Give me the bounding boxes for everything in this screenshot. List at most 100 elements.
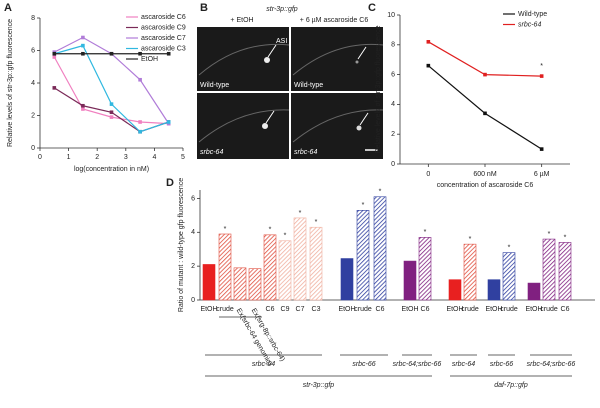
y-tick-label: 2 xyxy=(31,112,35,119)
bar xyxy=(487,279,501,301)
x-tick-label: 6 µM xyxy=(534,171,550,178)
x-tick-label: EtOH xyxy=(338,306,355,313)
bar xyxy=(558,242,572,301)
x-tick-label: EtOH xyxy=(485,306,502,313)
x-tick-label: C7 xyxy=(296,306,305,313)
significance: * xyxy=(469,236,472,243)
y-tick-label: 4 xyxy=(31,80,35,87)
y-tick-label: 8 xyxy=(31,15,35,22)
x-tick-label: 5 xyxy=(181,154,185,161)
data-point xyxy=(138,129,142,134)
row-label: Wild-type xyxy=(294,82,323,89)
arrow xyxy=(265,44,369,126)
panel-letter: B xyxy=(200,2,208,14)
neuron xyxy=(355,60,359,64)
reporter-label: daf-7p::gfp xyxy=(494,382,528,389)
y-tick-label: 0 xyxy=(391,161,395,168)
bar xyxy=(403,260,417,301)
x-tick-label: 600 nM xyxy=(473,171,497,178)
y-tick-label: 0 xyxy=(191,297,195,304)
legend-label: EtOH xyxy=(141,56,158,63)
legend-label: srbc-64 xyxy=(518,21,541,28)
panel-letter: D xyxy=(166,177,174,189)
significance: * xyxy=(379,189,382,196)
genotype-label: srbc-64 xyxy=(452,361,475,368)
y-tick-label: 6 xyxy=(31,47,35,54)
x-tick-label: crude xyxy=(354,306,372,313)
y-axis-label: Relative levels of str-3p::gfp fluoresce… xyxy=(375,25,382,153)
worm-outline xyxy=(198,43,384,143)
bar xyxy=(502,252,516,301)
column-label: + 6 µM ascaroside C6 xyxy=(300,17,369,24)
genotype-label: srbc-66 xyxy=(352,361,375,368)
y-tick-label: 2 xyxy=(391,131,395,138)
legend-label: ascaroside C9 xyxy=(141,24,186,31)
data-point xyxy=(483,111,487,116)
data-point xyxy=(166,51,171,56)
bar xyxy=(340,258,354,301)
neuron xyxy=(356,125,362,131)
data-point xyxy=(109,110,114,115)
x-tick-label: 3 xyxy=(124,154,128,161)
bar xyxy=(293,217,307,301)
y-tick-label: 8 xyxy=(391,42,395,49)
x-tick-label: crude xyxy=(216,306,234,313)
data-point xyxy=(52,55,57,59)
x-tick-label: crude xyxy=(500,306,518,313)
genotype-label: srbc-64;srbc-66 xyxy=(527,361,576,368)
legend-label: ascaroside C6 xyxy=(141,14,186,21)
genotype-label: srbc-64 xyxy=(252,361,275,368)
panel-b: str-3p::gfp + EtOH + 6 µM ascaroside C6 … xyxy=(197,6,384,159)
x-tick-label: EtOH xyxy=(200,306,217,313)
data-point xyxy=(81,51,85,56)
y-tick-label: 2 xyxy=(191,263,195,270)
x-axis-label: concentration of ascaroside C6 xyxy=(437,182,534,189)
data-point xyxy=(539,147,544,151)
x-tick-label: EtOH xyxy=(446,306,463,313)
legend-label: ascaroside C7 xyxy=(141,35,186,42)
y-axis-label: Ratio of mutant : wild-type gfp fluoresc… xyxy=(178,178,185,312)
data-point xyxy=(138,51,142,56)
data-point xyxy=(426,40,431,44)
significance: * xyxy=(508,244,511,251)
bar xyxy=(233,267,247,301)
y-tick-label: 6 xyxy=(191,195,195,202)
y-tick-label: 6 xyxy=(391,71,395,78)
y-tick-label: 10 xyxy=(387,12,395,19)
annotation: * xyxy=(540,63,543,70)
series-line xyxy=(428,41,542,77)
genotype-label: srbc-64;srbc-66 xyxy=(393,361,442,368)
x-tick-label: 2 xyxy=(95,154,99,161)
x-tick-label: 0 xyxy=(38,154,42,161)
panel-letter: A xyxy=(4,2,12,14)
x-tick-label: EtOH xyxy=(525,306,542,313)
bar xyxy=(448,279,462,301)
data-point xyxy=(81,35,85,40)
significance: * xyxy=(564,234,567,241)
bar xyxy=(202,264,216,301)
bar xyxy=(418,237,432,301)
significance: * xyxy=(299,210,302,217)
micrograph xyxy=(291,27,383,91)
micrograph xyxy=(197,27,289,91)
significance: * xyxy=(548,231,551,238)
data-point xyxy=(109,102,114,106)
neuron xyxy=(264,57,270,63)
legend-label: ascaroside C3 xyxy=(141,45,186,52)
legend-label: Wild-type xyxy=(518,11,547,18)
y-tick-label: 0 xyxy=(31,145,35,152)
bar xyxy=(527,282,541,301)
x-tick-label: C6 xyxy=(266,306,275,313)
data-point xyxy=(81,107,85,111)
bar xyxy=(373,196,387,301)
x-tick-label: C3 xyxy=(312,306,321,313)
bar xyxy=(218,233,232,301)
bar xyxy=(356,210,370,301)
image-title: str-3p::gfp xyxy=(266,6,297,13)
x-tick-label: C6 xyxy=(561,306,570,313)
data-point xyxy=(426,63,431,68)
row-label: Wild-type xyxy=(200,82,229,89)
data-point xyxy=(109,115,114,119)
data-point xyxy=(81,43,85,48)
significance: * xyxy=(424,229,427,236)
